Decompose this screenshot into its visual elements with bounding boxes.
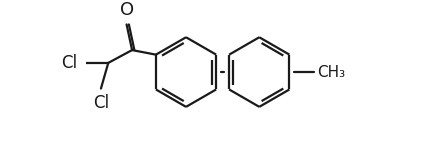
- Text: Cl: Cl: [93, 94, 109, 112]
- Text: Cl: Cl: [61, 54, 77, 72]
- Text: CH₃: CH₃: [317, 65, 345, 80]
- Text: O: O: [120, 1, 134, 19]
